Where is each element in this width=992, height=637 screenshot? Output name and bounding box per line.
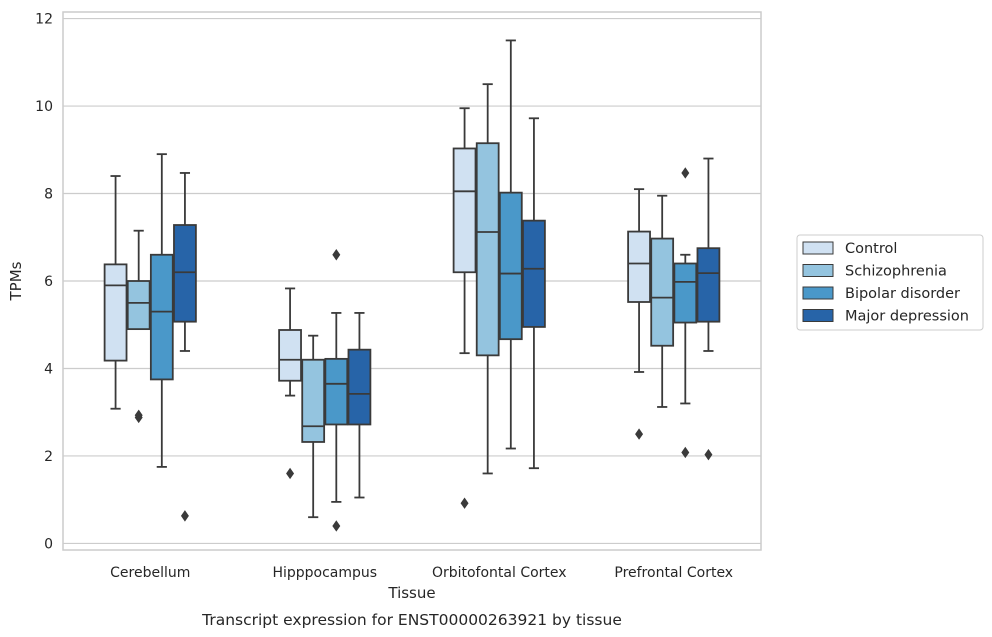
box (475, 142, 500, 357)
box (103, 263, 128, 362)
y-tick-label: 2 (44, 449, 53, 465)
y-tick-label: 10 (35, 99, 53, 115)
legend: Control Schizophrenia Bipolar disorder Majo… (796, 234, 984, 331)
box (126, 280, 151, 331)
box (696, 247, 721, 323)
y-tick-label: 6 (44, 274, 53, 290)
box (452, 147, 477, 274)
box (149, 253, 174, 381)
box (347, 348, 372, 426)
box-group (452, 39, 546, 509)
legend-entry-label: Bipolar disorder (845, 286, 960, 302)
legend-entry-label: Control (845, 241, 897, 257)
x-tick-label: Prefrontal Cortex (614, 565, 733, 581)
box-group (627, 157, 721, 461)
outlier-point (681, 446, 690, 459)
outlier-point (286, 467, 295, 480)
legend-swatch (802, 241, 834, 255)
y-tick-labels: 0 2 4 6 8 10 12 (35, 12, 53, 553)
plot-frame (62, 11, 762, 551)
x-tick-label: Cerebellum (110, 565, 190, 581)
x-tick-labels: Cerebellum Hipppocampus Orbitofontal Corte… (110, 565, 733, 581)
y-axis-label: TPMs (7, 261, 25, 301)
box-group (103, 153, 197, 522)
outlier-point (635, 428, 644, 440)
box (173, 224, 197, 323)
box (650, 237, 675, 347)
outlier-point (332, 520, 341, 532)
box (522, 219, 546, 328)
outlier-point (681, 167, 690, 179)
box (627, 230, 651, 303)
box (498, 191, 523, 341)
legend-entry-label: Schizophrenia (845, 264, 947, 280)
outlier-point (332, 249, 341, 261)
legend-swatch (802, 309, 834, 322)
y-tick-label: 8 (44, 187, 53, 203)
x-axis-label: Tissue (387, 584, 435, 602)
y-tick-label: 12 (35, 12, 53, 28)
box (301, 358, 326, 443)
x-tick-label: Orbitofontal Cortex (432, 565, 567, 581)
box-group (278, 249, 372, 532)
chart-caption: Transcript expression for ENST0000026392… (201, 611, 622, 629)
x-tick-label: Hipppocampus (272, 565, 377, 581)
legend-swatch (802, 286, 834, 300)
box (278, 329, 302, 382)
outlier-point (460, 497, 469, 509)
box (673, 262, 698, 324)
y-tick-label: 4 (44, 361, 53, 377)
y-tick-label: 0 (44, 536, 53, 552)
outlier-point (180, 510, 189, 522)
outlier-point (134, 409, 143, 421)
legend-entry-label: Major depression (845, 309, 969, 325)
box-groups (103, 39, 721, 532)
legend-frame (796, 234, 984, 331)
legend-swatch (802, 264, 834, 277)
box (324, 357, 349, 426)
outlier-point (704, 448, 713, 461)
